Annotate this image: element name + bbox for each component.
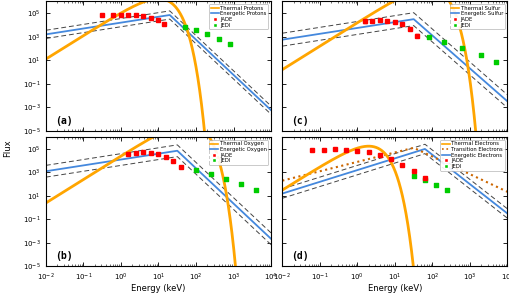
Legend: Thermal Protons, Energetic Protons, JADE, JEDI: Thermal Protons, Energetic Protons, JADE… xyxy=(209,4,268,29)
Point xyxy=(476,53,484,57)
Legend: Thermal Oxygen, Energetic Oxygen, JADE, JEDI: Thermal Oxygen, Energetic Oxygen, JADE, … xyxy=(208,140,268,165)
Point xyxy=(439,40,447,44)
Point xyxy=(423,35,432,40)
Text: (d): (d) xyxy=(291,251,308,261)
Text: (c): (c) xyxy=(291,115,308,126)
X-axis label: Energy (keV): Energy (keV) xyxy=(131,284,185,293)
X-axis label: Energy (keV): Energy (keV) xyxy=(367,284,421,293)
Point xyxy=(191,28,200,33)
Point xyxy=(442,188,450,192)
Point xyxy=(214,37,222,41)
Point xyxy=(458,46,466,50)
Point xyxy=(409,173,417,178)
Point xyxy=(180,24,188,29)
Point xyxy=(251,188,260,192)
Point xyxy=(191,168,200,173)
Text: Flux: Flux xyxy=(3,139,12,157)
Point xyxy=(221,176,230,181)
Legend: Thermal Sulfur, Energetic Sulfur, JADE, JEDI: Thermal Sulfur, Energetic Sulfur, JADE, … xyxy=(449,4,504,29)
Legend: Thermal Electrons, Transition Electrons, Energetic Electrons, JADE, JEDI: Thermal Electrons, Transition Electrons,… xyxy=(440,140,504,170)
Point xyxy=(203,32,211,37)
Point xyxy=(420,178,428,182)
Text: (a): (a) xyxy=(55,115,72,126)
Point xyxy=(431,182,439,187)
Point xyxy=(225,42,234,47)
Point xyxy=(207,172,215,176)
Text: (b): (b) xyxy=(55,251,72,261)
Point xyxy=(237,182,245,186)
Point xyxy=(491,59,499,64)
